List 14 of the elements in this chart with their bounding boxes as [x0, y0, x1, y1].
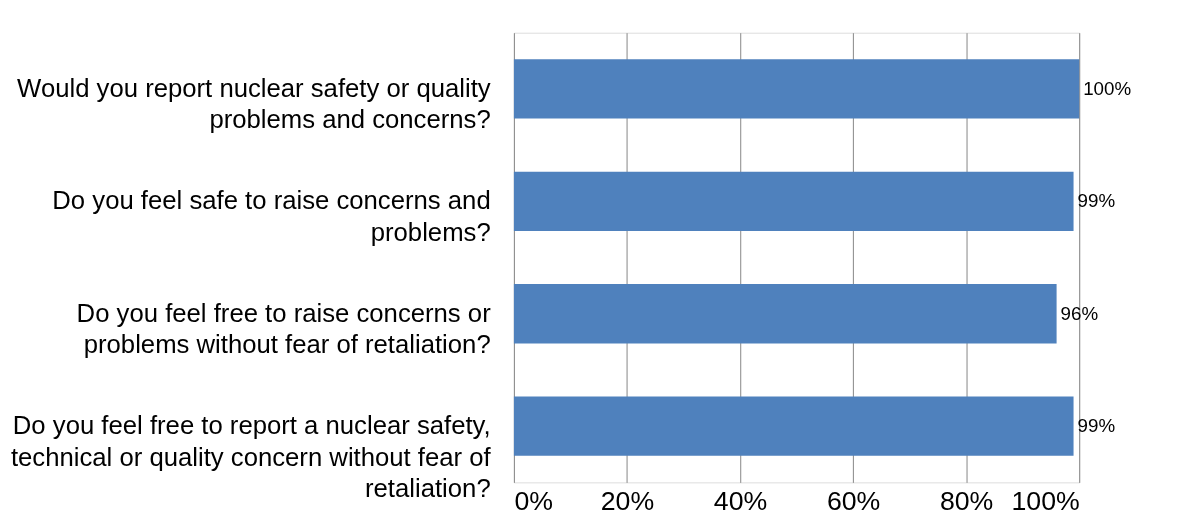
x-tick-label: 60%	[826, 485, 881, 516]
y-tick-label: Do you feel free to report a nuclear safety, technical or quality concern without fear of retaliation?	[10, 411, 492, 503]
x-tick-label: 40%	[713, 485, 768, 516]
data-label: 100%	[1083, 77, 1132, 99]
x-tick-label: 80%	[939, 485, 994, 516]
data-label: 99%	[1077, 190, 1116, 212]
data-label: 96%	[1060, 302, 1099, 324]
x-tick-label: 100%	[1011, 485, 1080, 516]
x-tick-label: 0%	[514, 485, 553, 516]
y-tick-label: Would you report nuclear safety or quality problems and concerns?	[17, 73, 491, 134]
y-tick-label: Do you feel free to raise concerns or problems without fear of retaliation?	[76, 298, 492, 359]
data-label: 99%	[1077, 415, 1116, 437]
x-tick-label: 20%	[600, 485, 655, 516]
y-tick-label: Do you feel safe to raise concerns and problems?	[52, 186, 491, 246]
